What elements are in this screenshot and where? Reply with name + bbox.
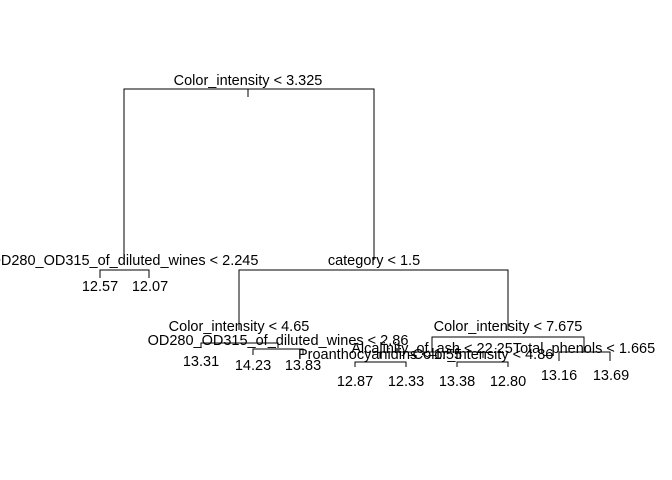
split-label-rr: Color_intensity < 7.675 [434, 319, 583, 335]
branch-rl [200, 342, 279, 348]
tree-branches [99, 88, 611, 367]
leaf-value: 12.80 [490, 374, 526, 390]
split-label-rrll: Proanthocyanidins < 1.55 [298, 347, 462, 363]
split-label-rrl: Alcalinity_of_ash < 22.25 [351, 341, 513, 357]
split-label-rlr: OD280_OD315_of_diluted_wines < 2.86 [148, 333, 409, 349]
leaf-value: 13.69 [593, 368, 629, 384]
leaf-values: 12.57 12.07 13.31 14.23 13.83 12.87 12.3… [82, 279, 629, 390]
split-label-right: category < 1.5 [328, 253, 420, 269]
split-label-root: Color_intensity < 3.325 [174, 73, 323, 89]
branch-rrr [558, 351, 611, 361]
leaf-value: 13.31 [183, 354, 219, 370]
leaf-value: 12.07 [132, 279, 168, 295]
branch-rrlr [456, 361, 509, 367]
leaf-value: 14.23 [235, 358, 271, 374]
branch-rlr [252, 348, 304, 355]
branch-rrll [354, 361, 407, 367]
leaf-value: 13.83 [285, 358, 321, 374]
leaf-value: 12.87 [337, 374, 373, 390]
leaf-value: 12.33 [388, 374, 424, 390]
split-label-left: OD280_OD315_of_diluted_wines < 2.245 [0, 253, 258, 269]
leaf-value: 13.16 [541, 368, 577, 384]
branch-root [123, 88, 375, 260]
branch-rrl [379, 351, 484, 358]
branch-rr [431, 336, 585, 352]
split-label-rl: Color_intensity < 4.65 [169, 319, 310, 335]
branch-left [99, 269, 150, 278]
leaf-value: 13.38 [439, 374, 475, 390]
leaf-value: 12.57 [82, 279, 118, 295]
split-labels: Color_intensity < 3.325 OD280_OD315_of_d… [0, 73, 655, 363]
split-label-rrlr: Color_intensity < 4.86 [413, 347, 554, 363]
branch-right [238, 269, 509, 330]
split-label-rrr: Total_phenols < 1.665 [513, 341, 655, 357]
